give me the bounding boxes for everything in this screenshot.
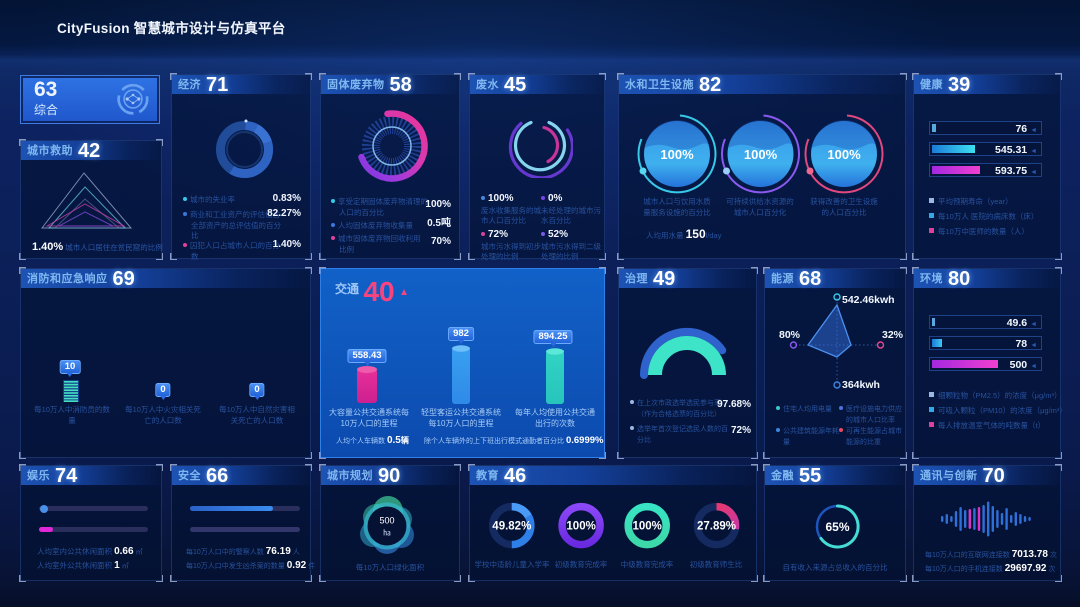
svg-text:27.89%: 27.89% — [697, 521, 736, 533]
svg-text:100%: 100% — [632, 521, 661, 533]
svg-text:㏊: ㏊ — [383, 528, 391, 537]
svg-text:100%: 100% — [660, 147, 694, 162]
svg-text:100%: 100% — [827, 147, 861, 162]
svg-text:100%: 100% — [566, 521, 595, 533]
svg-text:100%: 100% — [744, 147, 778, 162]
svg-text:500: 500 — [379, 516, 394, 526]
svg-text:65%: 65% — [825, 520, 849, 534]
svg-text:49.82%: 49.82% — [492, 521, 531, 533]
